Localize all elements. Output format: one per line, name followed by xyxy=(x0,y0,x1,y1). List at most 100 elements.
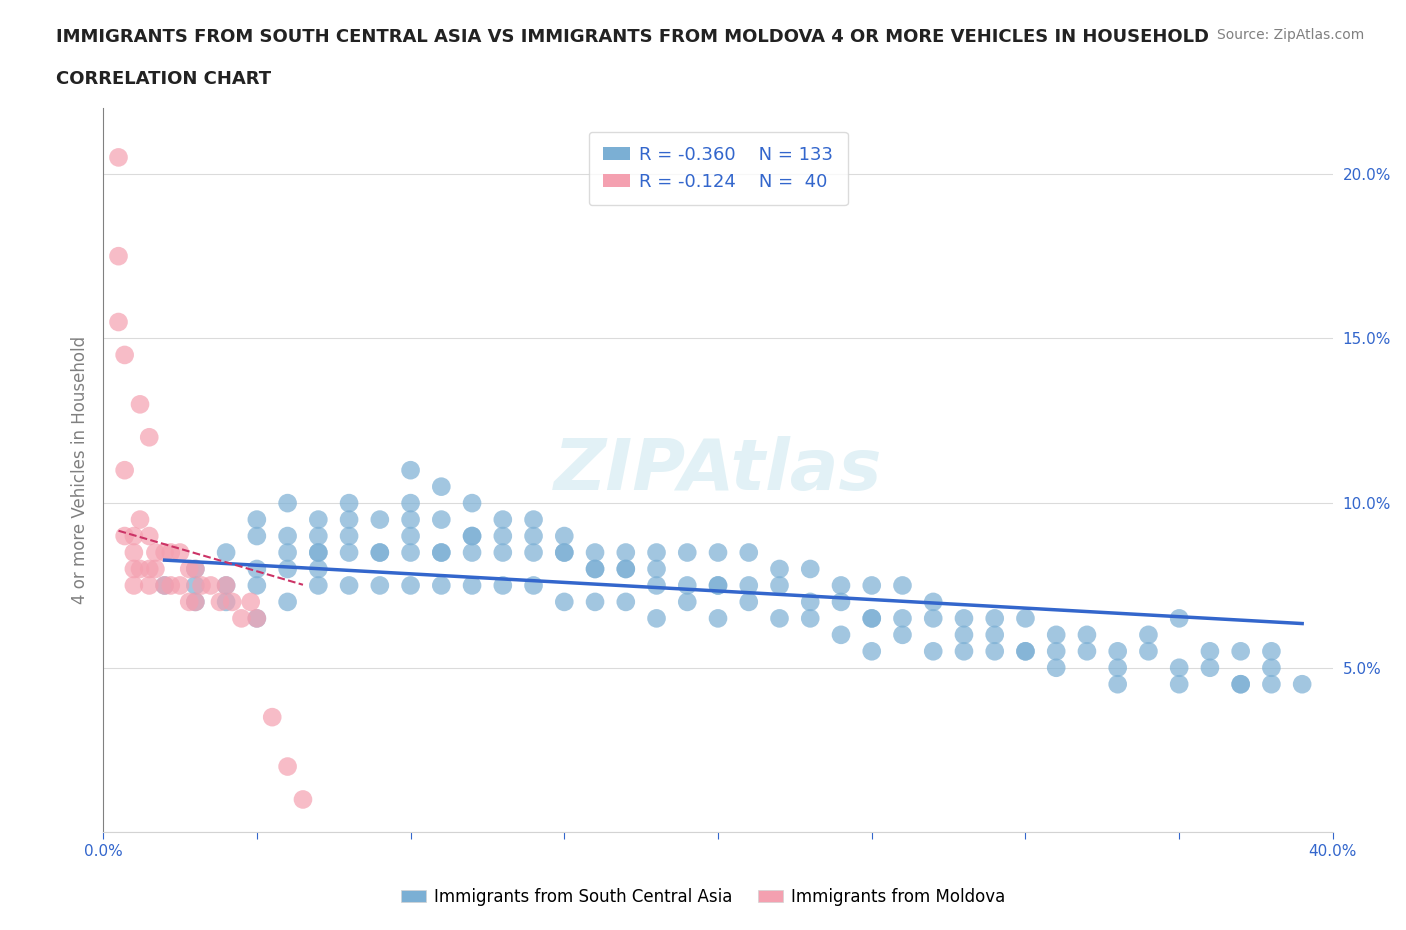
Point xyxy=(231,611,253,626)
Point xyxy=(1229,644,1251,658)
Point xyxy=(707,578,730,593)
Point xyxy=(676,545,699,560)
Point xyxy=(114,528,136,543)
Point xyxy=(1107,660,1129,675)
Point xyxy=(983,644,1005,658)
Point xyxy=(307,545,329,560)
Point xyxy=(614,562,637,577)
Point xyxy=(277,562,299,577)
Point xyxy=(1014,611,1036,626)
Point xyxy=(277,759,299,774)
Point xyxy=(430,545,453,560)
Point xyxy=(522,545,544,560)
Point xyxy=(184,594,207,609)
Point xyxy=(114,348,136,363)
Point xyxy=(830,594,852,609)
Point xyxy=(799,611,821,626)
Point xyxy=(553,528,575,543)
Point xyxy=(368,512,391,527)
Point xyxy=(179,562,201,577)
Point xyxy=(122,562,145,577)
Point xyxy=(277,545,299,560)
Point xyxy=(215,545,238,560)
Point xyxy=(707,545,730,560)
Point xyxy=(676,594,699,609)
Point xyxy=(399,578,422,593)
Point xyxy=(1107,677,1129,692)
Point xyxy=(614,594,637,609)
Point xyxy=(337,545,360,560)
Point xyxy=(114,463,136,478)
Point xyxy=(122,545,145,560)
Point xyxy=(1137,628,1160,643)
Point xyxy=(307,512,329,527)
Point xyxy=(291,792,314,807)
Point xyxy=(399,545,422,560)
Point xyxy=(953,611,976,626)
Point xyxy=(215,578,238,593)
Point xyxy=(246,512,269,527)
Point xyxy=(983,628,1005,643)
Point xyxy=(1137,644,1160,658)
Text: CORRELATION CHART: CORRELATION CHART xyxy=(56,70,271,87)
Point xyxy=(707,578,730,593)
Point xyxy=(122,528,145,543)
Point xyxy=(553,545,575,560)
Point xyxy=(368,578,391,593)
Point xyxy=(891,578,914,593)
Point xyxy=(215,578,238,593)
Point xyxy=(738,578,761,593)
Point xyxy=(1291,677,1313,692)
Point xyxy=(522,578,544,593)
Point xyxy=(707,611,730,626)
Point xyxy=(860,644,883,658)
Point xyxy=(830,578,852,593)
Text: ZIPAtlas: ZIPAtlas xyxy=(554,435,883,505)
Point xyxy=(129,562,152,577)
Point xyxy=(738,594,761,609)
Point xyxy=(645,545,668,560)
Point xyxy=(1229,677,1251,692)
Point xyxy=(461,496,484,511)
Point xyxy=(1260,660,1282,675)
Point xyxy=(676,578,699,593)
Point xyxy=(307,562,329,577)
Point xyxy=(277,496,299,511)
Point xyxy=(1076,628,1098,643)
Point xyxy=(583,594,606,609)
Point xyxy=(399,463,422,478)
Point xyxy=(430,545,453,560)
Point xyxy=(583,562,606,577)
Point xyxy=(953,644,976,658)
Point xyxy=(179,594,201,609)
Point xyxy=(461,545,484,560)
Point xyxy=(1229,677,1251,692)
Point xyxy=(307,545,329,560)
Point xyxy=(159,578,181,593)
Point xyxy=(1199,644,1222,658)
Point xyxy=(461,528,484,543)
Point xyxy=(153,578,176,593)
Point xyxy=(492,545,515,560)
Point xyxy=(1260,677,1282,692)
Point xyxy=(583,545,606,560)
Point xyxy=(190,578,212,593)
Point xyxy=(399,528,422,543)
Point xyxy=(368,545,391,560)
Point xyxy=(184,562,207,577)
Legend: R = -0.360    N = 133, R = -0.124    N =  40: R = -0.360 N = 133, R = -0.124 N = 40 xyxy=(589,131,848,206)
Point xyxy=(1168,611,1191,626)
Point xyxy=(860,611,883,626)
Point xyxy=(215,594,238,609)
Point xyxy=(583,562,606,577)
Point xyxy=(368,545,391,560)
Point xyxy=(399,512,422,527)
Point xyxy=(430,578,453,593)
Point xyxy=(553,594,575,609)
Point xyxy=(107,248,129,263)
Point xyxy=(1045,628,1067,643)
Point xyxy=(860,611,883,626)
Point xyxy=(138,562,160,577)
Point xyxy=(1014,644,1036,658)
Point xyxy=(169,545,191,560)
